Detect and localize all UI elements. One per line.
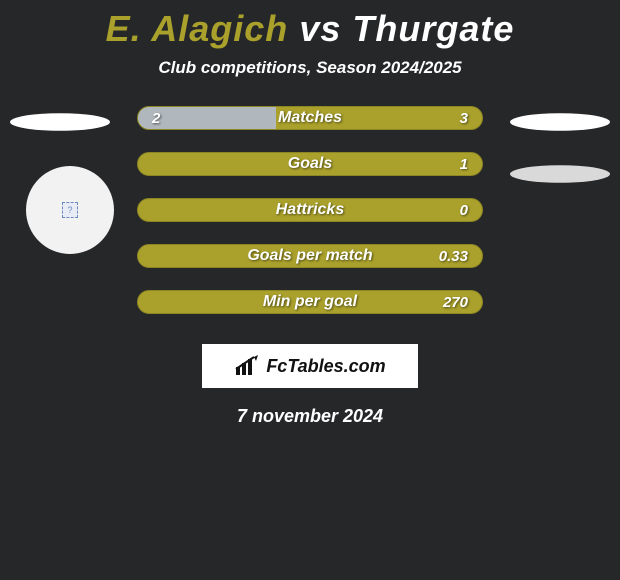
subtitle: Club competitions, Season 2024/2025 [0,58,620,78]
stat-label: Min per goal [138,293,482,311]
stat-label: Hattricks [138,201,482,219]
player1-name: E. Alagich [106,8,289,49]
comparison-title: E. Alagich vs Thurgate [0,0,620,50]
stat-right-value: 1 [460,156,468,173]
brand-text: FcTables.com [266,356,385,377]
stat-label: Goals [138,155,482,173]
stat-right-value: 270 [443,294,468,311]
date-text: 7 november 2024 [0,406,620,427]
player2-name: Thurgate [352,8,514,49]
avatar-placeholder-3 [510,165,610,183]
avatar-placeholder-2 [510,113,610,131]
stat-right-value: 3 [460,110,468,127]
stat-row-hattricks: Hattricks 0 [137,198,483,222]
avatar-placeholder-1 [10,113,110,131]
stat-row-min-per-goal: Min per goal 270 [137,290,483,314]
missing-image-icon: ? [62,202,78,218]
stat-left-value: 2 [152,110,160,127]
stat-label: Goals per match [138,247,482,265]
bars-icon [234,355,260,377]
stat-right-value: 0 [460,202,468,219]
stat-row-goals-per-match: Goals per match 0.33 [137,244,483,268]
stat-bars: 2 Matches 3 Goals 1 Hattricks 0 Goals pe… [137,106,483,314]
stat-row-matches: 2 Matches 3 [137,106,483,130]
stat-right-value: 0.33 [439,248,468,265]
brand-badge: FcTables.com [202,344,418,388]
club-logo-placeholder: ? [26,166,114,254]
vs-word: vs [299,8,341,49]
stats-stage: ? 2 Matches 3 Goals 1 Hattricks 0 Goals … [0,106,620,314]
stat-row-goals: Goals 1 [137,152,483,176]
